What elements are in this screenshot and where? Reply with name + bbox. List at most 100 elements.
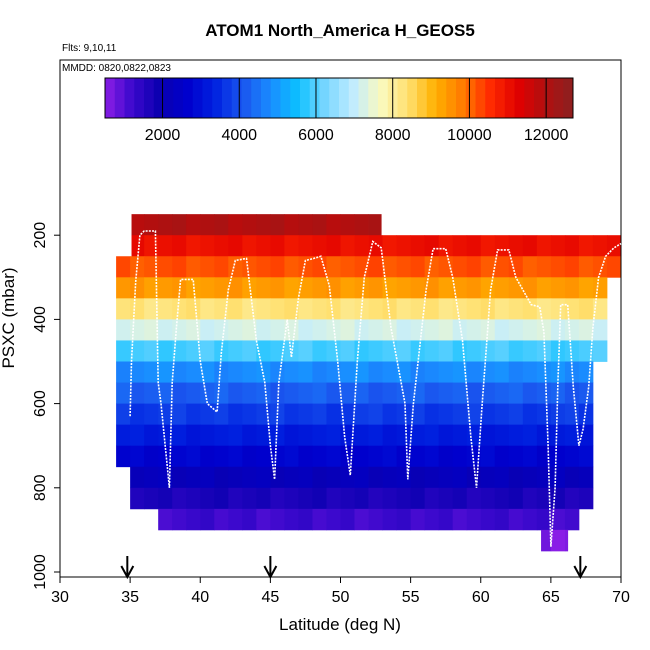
heatmap-cell	[438, 487, 454, 510]
y-axis-label: PSXC (mbar)	[0, 267, 18, 368]
heatmap-cell	[284, 319, 299, 341]
heatmap-cell	[564, 235, 580, 257]
heatmap-cell	[494, 361, 510, 383]
heatmap-cell	[312, 445, 327, 468]
colorbar-tick-label: 6000	[298, 127, 334, 144]
heatmap-cell	[144, 403, 159, 426]
colorbar-segment	[222, 78, 233, 118]
heatmap-cell	[494, 424, 510, 447]
heatmap-cell	[382, 403, 397, 426]
heatmap-cell	[354, 340, 369, 362]
heatmap-cell	[312, 361, 327, 383]
heatmap-cell	[144, 256, 159, 278]
heatmap-cell	[116, 256, 131, 278]
heatmap-cell	[354, 361, 369, 383]
heatmap-cell	[172, 256, 187, 278]
heatmap-cell	[410, 403, 426, 426]
heatmap-cell	[214, 403, 229, 426]
heatmap-cell	[284, 298, 299, 320]
heatmap-cell	[508, 298, 524, 320]
heatmap-cell	[508, 466, 524, 489]
heatmap-cell	[438, 340, 454, 362]
heatmap-cell	[340, 508, 355, 531]
heatmap-cell	[480, 298, 496, 320]
heatmap-cell	[541, 529, 552, 552]
heatmap-cell	[326, 361, 341, 383]
heatmap-cell	[550, 340, 566, 362]
heatmap-cell	[494, 445, 510, 468]
heatmap-cell	[200, 487, 215, 510]
heatmap-cell	[578, 403, 594, 426]
heatmap-cell	[592, 340, 608, 362]
heatmap-cell	[228, 298, 243, 320]
heatmap-cell	[522, 319, 538, 341]
heatmap-cell	[130, 361, 145, 383]
heatmap-cell	[606, 256, 622, 278]
heatmap-cell	[326, 424, 341, 447]
heatmap-cell	[564, 382, 580, 404]
heatmap-cell	[298, 508, 313, 531]
heatmap-cell	[228, 466, 243, 489]
heatmap-cell	[354, 466, 369, 489]
heatmap-cell	[340, 340, 355, 362]
colorbar-segment	[280, 78, 291, 118]
colorbar-segment	[251, 78, 262, 118]
heatmap-cell	[326, 256, 341, 278]
heatmap-cell	[270, 214, 285, 236]
colorbar-frame	[104, 77, 574, 119]
heatmap-cell	[158, 508, 173, 531]
heatmap-cell	[312, 256, 327, 278]
colorbar-segment	[134, 78, 145, 118]
heatmap-cell	[480, 319, 496, 341]
heatmap-cell	[578, 487, 594, 510]
heatmap-cell	[396, 298, 412, 320]
heatmap-cell	[536, 340, 552, 362]
heatmap-cell	[158, 340, 173, 362]
colorbar-segment	[212, 78, 223, 118]
heatmap-cell	[172, 445, 187, 468]
heatmap-cell	[452, 466, 468, 489]
colorbar-segment	[426, 78, 437, 118]
heatmap-cell	[312, 235, 327, 257]
x-tick-label: 30	[51, 589, 69, 606]
heatmap-cell	[200, 214, 215, 236]
heatmap-cell	[368, 487, 383, 510]
heatmap-cell	[564, 508, 580, 531]
heatmap-cell	[452, 403, 468, 426]
arrow-head	[573, 565, 588, 580]
heatmap-cell	[340, 445, 355, 468]
heatmap-cell	[424, 466, 440, 489]
heatmap-cell	[494, 508, 510, 531]
colorbar-segment	[524, 78, 535, 118]
colorbar-segment	[309, 78, 320, 118]
heatmap-cell	[270, 298, 285, 320]
heatmap-cell	[298, 235, 313, 257]
heatmap-cell	[144, 424, 159, 447]
y-tick-label: 800	[32, 474, 49, 501]
heatmap-cell	[592, 298, 608, 320]
heatmap-cell	[396, 487, 412, 510]
heatmap-cell	[340, 235, 355, 257]
heatmap-cell	[200, 340, 215, 362]
heatmap-cell	[592, 277, 608, 299]
heatmap-cell	[494, 340, 510, 362]
heatmap-cell	[522, 466, 538, 489]
heatmap-cell	[256, 487, 271, 510]
heatmap-cell	[410, 361, 426, 383]
heatmap-cell	[424, 235, 440, 257]
heatmap-cell	[368, 340, 383, 362]
x-tick-label: 45	[261, 589, 279, 606]
heatmap-cell	[382, 256, 397, 278]
heatmap-cell	[536, 361, 552, 383]
heatmap-cell	[340, 361, 355, 383]
heatmap-cell	[158, 298, 173, 320]
heatmap-cell	[270, 277, 285, 299]
heatmap-cell	[158, 382, 173, 404]
heatmap-cell	[438, 277, 454, 299]
heatmap-cell	[452, 508, 468, 531]
heatmap-cell	[116, 445, 131, 468]
heatmap-cell	[270, 235, 285, 257]
heatmap-cell	[536, 424, 552, 447]
heatmap-cell	[382, 319, 397, 341]
heatmap-cell	[228, 487, 243, 510]
